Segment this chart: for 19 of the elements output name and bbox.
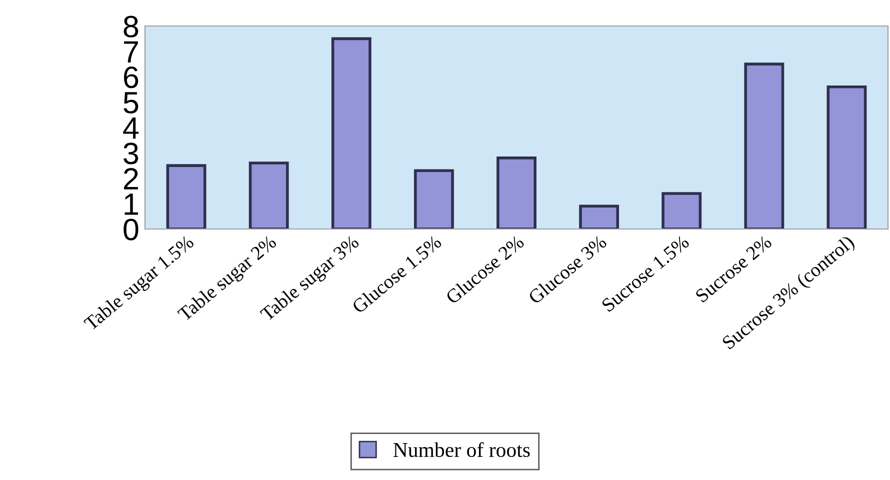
bar [248, 162, 289, 229]
y-tick-label: 8 [124, 16, 138, 38]
bar [744, 62, 784, 229]
bar [166, 164, 206, 229]
y-tick-label: 3 [124, 142, 138, 164]
y-tick-label: 6 [124, 66, 138, 88]
bar [579, 204, 620, 229]
bar [826, 86, 867, 229]
y-tick-label: 4 [123, 118, 139, 139]
y-tick-label: 2 [124, 168, 138, 190]
legend-label: Number of roots [393, 442, 530, 458]
y-tick-label: 5 [124, 92, 138, 114]
bar [331, 37, 372, 229]
bar [414, 169, 454, 229]
y-tick-label: 1 [124, 194, 138, 215]
y-tick-label: 0 [124, 218, 138, 240]
bar [662, 192, 702, 229]
y-tick-label: 7 [124, 41, 138, 62]
bar [496, 156, 536, 229]
